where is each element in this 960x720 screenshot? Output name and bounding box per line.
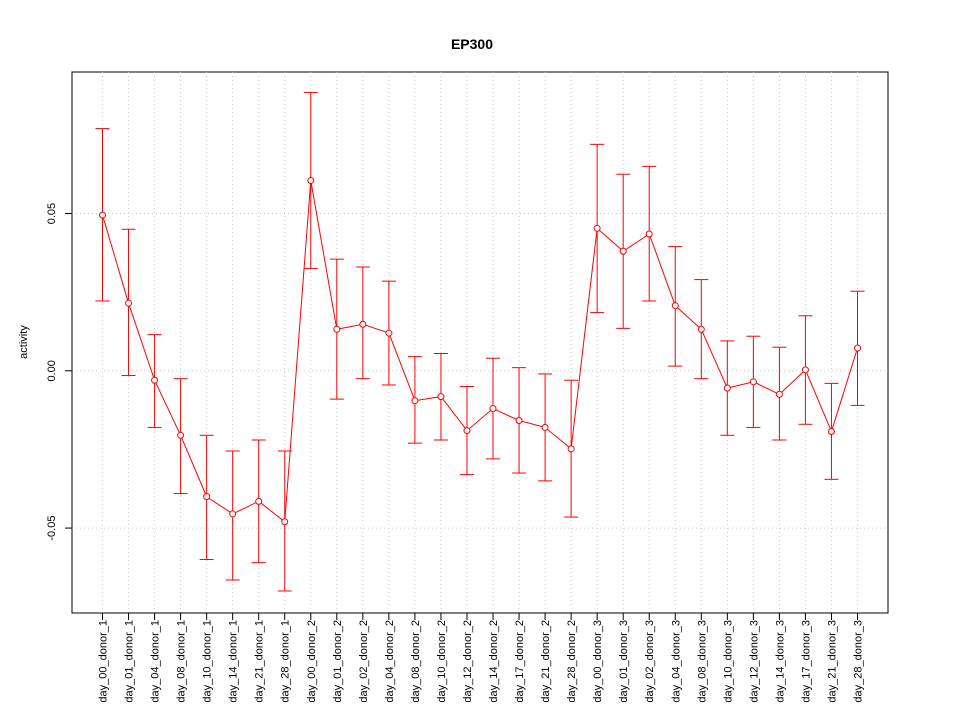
x-tick-label: day_17_donor_3 (800, 620, 812, 703)
data-point (801, 366, 809, 374)
data-point (333, 325, 341, 333)
data-point (775, 390, 783, 398)
x-tick-label: day_01_donor_3 (618, 620, 630, 703)
y-axis: -0.05 0.00 0.05 (46, 203, 73, 541)
data-point (723, 384, 731, 392)
x-tick-label: day_04_donor_3 (670, 620, 682, 703)
x-tick-label: day_14_donor_1 (228, 620, 240, 703)
x-tick-label: day_21_donor_1 (254, 620, 266, 703)
x-tick-label: day_28_donor_2 (566, 620, 578, 703)
x-tick-label: day_02_donor_3 (644, 620, 656, 703)
data-point (489, 405, 497, 413)
x-tick-label: day_28_donor_3 (853, 620, 865, 703)
x-tick-label: day_12_donor_3 (748, 620, 760, 703)
x-tick-label: day_14_donor_3 (774, 620, 786, 703)
data-point (151, 376, 159, 384)
x-tick-label: day_10_donor_2 (436, 620, 448, 703)
x-tick-label: day_10_donor_1 (202, 620, 214, 703)
y-tick-label: 0.05 (46, 203, 58, 224)
data-point (619, 247, 627, 255)
data-point (827, 428, 835, 436)
x-tick-label: day_14_donor_2 (488, 620, 500, 703)
x-tick-label: day_08_donor_3 (696, 620, 708, 703)
data-point (671, 302, 679, 310)
data-point (645, 230, 653, 238)
data-point (515, 417, 523, 425)
data-point (281, 518, 289, 526)
x-tick-label: day_04_donor_2 (384, 620, 396, 703)
x-tick-label: day_02_donor_2 (358, 620, 370, 703)
x-tick-label: day_00_donor_3 (592, 620, 604, 703)
data-point (463, 427, 471, 435)
data-point (255, 497, 263, 505)
data-point (385, 329, 393, 337)
series-line (102, 180, 858, 523)
x-tick-label: day_21_donor_2 (540, 620, 552, 703)
data-point (99, 211, 106, 219)
chart-title: EP300 (451, 36, 493, 52)
x-tick-label: day_01_donor_2 (332, 620, 344, 703)
x-tick-label: day_17_donor_2 (514, 620, 526, 703)
y-tick-label: -0.05 (46, 516, 58, 541)
data-point (854, 344, 861, 352)
data-point (437, 393, 445, 401)
data-point (203, 493, 211, 501)
vertical-grid (102, 72, 858, 613)
x-tick-label: day_28_donor_1 (280, 620, 292, 703)
data-point (125, 299, 133, 307)
x-tick-label: day_08_donor_2 (410, 620, 422, 703)
x-tick-label: day_10_donor_3 (722, 620, 734, 703)
x-tick-label: day_12_donor_2 (462, 620, 474, 703)
data-point (593, 224, 601, 232)
data-point (359, 320, 367, 328)
horizontal-grid (72, 213, 888, 529)
data-point (567, 445, 575, 453)
x-axis: day_00_donor_1 day_01_donor_1 day_04_donor… (98, 612, 865, 703)
series-activity (95, 91, 865, 592)
data-point (229, 510, 237, 518)
x-tick-label: day_21_donor_3 (826, 620, 838, 703)
x-tick-label: day_00_donor_2 (306, 620, 318, 703)
x-tick-label: day_08_donor_1 (176, 620, 188, 703)
data-point (177, 431, 185, 439)
x-tick-label: day_00_donor_1 (98, 620, 110, 703)
x-tick-label: day_04_donor_1 (150, 620, 162, 703)
data-point (411, 397, 419, 405)
data-point (697, 325, 705, 333)
data-point (749, 378, 757, 386)
data-point (307, 177, 315, 185)
data-point (541, 423, 549, 431)
y-tick-label: 0.00 (46, 360, 58, 381)
plot-box (71, 71, 889, 614)
x-tick-label: day_01_donor_1 (124, 620, 136, 703)
y-axis-label: activity (18, 325, 30, 359)
